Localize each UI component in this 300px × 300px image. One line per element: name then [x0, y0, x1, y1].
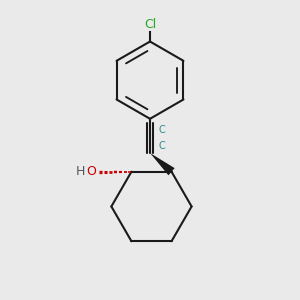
Polygon shape [150, 153, 175, 175]
Text: C: C [159, 141, 166, 151]
Text: C: C [159, 125, 166, 135]
Text: Cl: Cl [144, 18, 156, 31]
Text: O: O [86, 165, 96, 178]
Text: H: H [76, 165, 86, 178]
